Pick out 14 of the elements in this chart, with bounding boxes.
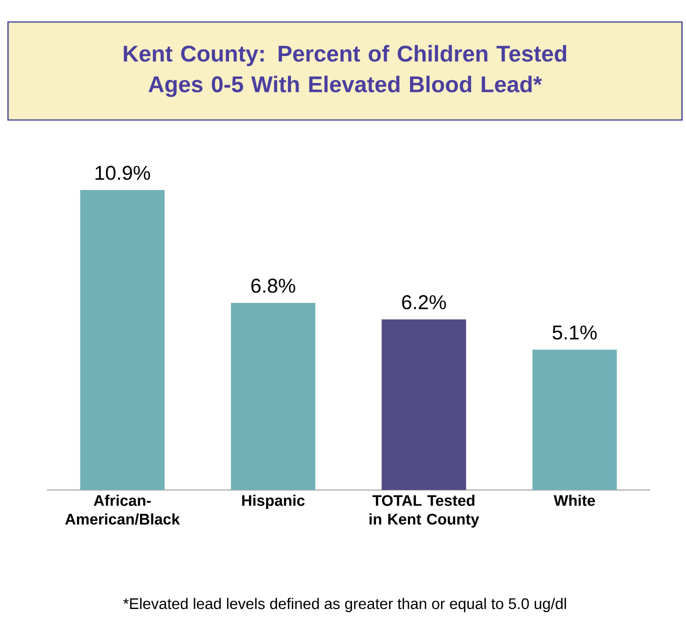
bar xyxy=(80,190,165,490)
chart-title: Kent County: Percent of Children Tested Ages 0-5 With Elevated Blood Lead* xyxy=(124,45,566,97)
x-tick-label: White xyxy=(554,494,595,506)
bar xyxy=(382,319,466,490)
bar xyxy=(230,302,316,490)
x-tick-label: Hispanic xyxy=(242,494,305,509)
bar xyxy=(532,350,617,490)
data-label: 10.9% xyxy=(96,166,150,180)
x-tick-label: African-American/Black xyxy=(65,494,180,525)
data-label: 6.2% xyxy=(402,295,446,310)
data-label: 5.1% xyxy=(552,326,597,340)
text: *Elevated lead levels defined as greater than or equal to 5.0 ug/dl xyxy=(123,598,566,612)
data-label: 6.8% xyxy=(251,278,296,293)
x-tick-label: TOTAL Tested in Kent County xyxy=(370,494,480,528)
